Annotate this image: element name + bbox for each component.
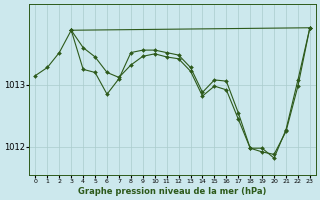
X-axis label: Graphe pression niveau de la mer (hPa): Graphe pression niveau de la mer (hPa): [78, 187, 267, 196]
